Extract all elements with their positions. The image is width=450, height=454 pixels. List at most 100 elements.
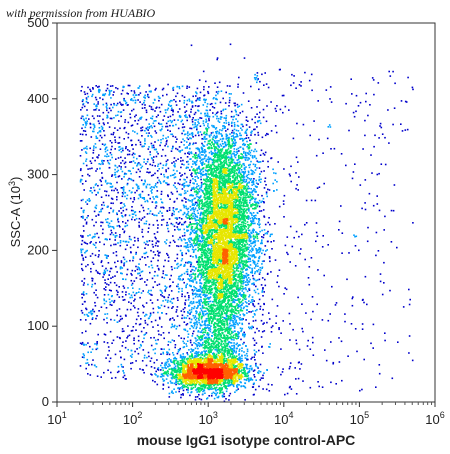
event-dot (159, 211, 161, 213)
event-dot (144, 357, 146, 359)
event-dot (199, 328, 201, 330)
event-dot (148, 227, 150, 229)
event-dot (136, 158, 138, 160)
event-dot (245, 153, 247, 155)
event-dot (154, 367, 156, 369)
event-dot (97, 115, 99, 117)
event-dot (217, 142, 219, 144)
event-dot (88, 118, 90, 120)
event-dot (80, 155, 82, 157)
event-dot (338, 337, 340, 339)
event-dot (207, 123, 209, 125)
event-dot (92, 284, 94, 286)
event-dot (403, 306, 405, 308)
event-dot (202, 321, 204, 323)
event-dot (242, 126, 244, 128)
event-dot (81, 128, 83, 130)
event-dot (239, 344, 241, 346)
event-dot (280, 332, 282, 334)
event-dot (194, 119, 196, 121)
event-dot (237, 86, 239, 88)
event-dot (198, 123, 200, 125)
event-dot (140, 117, 142, 119)
event-dot (123, 128, 125, 130)
event-dot (144, 201, 146, 203)
event-dot (234, 355, 236, 357)
event-dot (143, 306, 145, 308)
event-dot (192, 273, 194, 275)
event-dot (210, 340, 212, 342)
event-dot (185, 300, 187, 302)
event-dot (209, 109, 211, 111)
event-dot (236, 136, 238, 138)
event-dot (230, 335, 232, 337)
event-dot (192, 163, 194, 165)
event-dot (187, 323, 189, 325)
event-dot (129, 154, 131, 156)
event-dot (156, 220, 158, 222)
event-dot (235, 309, 237, 311)
event-dot (238, 159, 240, 161)
event-dot (83, 119, 85, 121)
event-dot (181, 288, 183, 290)
event-dot (81, 118, 83, 120)
event-dot (121, 93, 123, 95)
event-dot (190, 239, 192, 241)
event-dot (239, 350, 241, 352)
event-dot (216, 285, 218, 287)
event-dot (250, 311, 252, 313)
event-dot (202, 174, 204, 176)
event-dot (191, 237, 193, 239)
event-dot (200, 324, 202, 326)
event-dot (117, 291, 119, 293)
event-dot (103, 288, 105, 290)
event-dot (253, 151, 255, 153)
event-dot (187, 249, 189, 251)
event-dot (173, 185, 175, 187)
event-dot (207, 91, 209, 93)
event-dot (297, 189, 299, 191)
event-dot (251, 249, 253, 251)
event-dot (158, 168, 160, 170)
event-dot (189, 115, 191, 117)
event-dot (284, 195, 286, 197)
event-dot (143, 210, 145, 212)
event-dot (157, 177, 159, 179)
event-dot (196, 222, 198, 224)
event-dot (147, 159, 149, 161)
event-dot (243, 292, 245, 294)
event-dot (140, 194, 142, 196)
event-dot (118, 210, 120, 212)
event-dot (226, 314, 228, 316)
event-dot (298, 378, 300, 380)
event-dot (192, 121, 194, 123)
event-dot (262, 352, 264, 354)
event-dot (158, 180, 160, 182)
event-dot (254, 306, 256, 308)
event-dot (249, 126, 251, 128)
event-dot (222, 98, 224, 100)
event-dot (96, 315, 98, 317)
event-dot (250, 218, 252, 220)
event-dot (196, 233, 198, 235)
event-dot (266, 191, 268, 193)
event-dot (173, 354, 175, 356)
event-dot (105, 147, 107, 149)
event-dot (171, 192, 173, 194)
event-dot (255, 389, 257, 391)
event-dot (184, 311, 186, 313)
event-dot (186, 271, 188, 273)
event-dot (275, 108, 277, 110)
event-dot (358, 105, 360, 107)
event-dot (106, 183, 108, 185)
event-dot (163, 181, 165, 183)
event-dot (302, 380, 304, 382)
event-dot (156, 186, 158, 188)
event-dot (144, 143, 146, 145)
event-dot (189, 144, 191, 146)
event-dot (183, 144, 185, 146)
event-dot (238, 270, 240, 272)
event-dot (124, 196, 126, 198)
event-dot (238, 130, 240, 132)
event-dot (95, 222, 97, 224)
